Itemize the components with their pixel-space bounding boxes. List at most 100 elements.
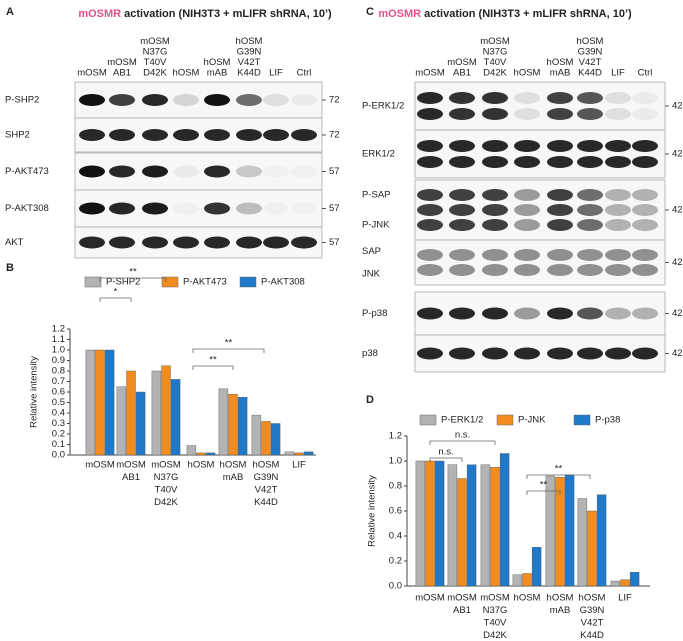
x-tick-label: D42K bbox=[154, 497, 178, 508]
row-label: JNK bbox=[362, 268, 381, 279]
panel-label: D bbox=[366, 394, 374, 406]
band bbox=[204, 165, 230, 178]
legend-swatch bbox=[161, 276, 179, 288]
band bbox=[605, 249, 631, 261]
x-tick-label: mOSM bbox=[116, 460, 146, 471]
lane-label: K44D bbox=[237, 68, 261, 79]
legend-swatch bbox=[419, 414, 437, 426]
bar bbox=[186, 445, 197, 456]
bar bbox=[261, 421, 271, 456]
significance-bracket bbox=[429, 457, 463, 462]
band bbox=[449, 92, 475, 104]
lane-label: mOSM bbox=[447, 57, 477, 68]
band bbox=[577, 140, 603, 152]
lane-label: hOSM bbox=[204, 57, 231, 68]
lane-label: T40V bbox=[144, 57, 167, 68]
band bbox=[547, 189, 573, 201]
lane-label: T40V bbox=[484, 57, 507, 68]
x-tick-label: mOSM bbox=[415, 593, 445, 604]
band bbox=[173, 165, 199, 178]
x-tick-label: hOSM bbox=[514, 593, 541, 604]
lane-label: Ctrl bbox=[297, 68, 312, 79]
legend-label: P-ERK1/2 bbox=[441, 415, 483, 426]
band bbox=[449, 307, 475, 320]
y-axis-label: Relative intensity bbox=[29, 356, 40, 428]
band bbox=[417, 156, 443, 168]
band bbox=[514, 347, 540, 360]
x-tick-label: mOSM bbox=[447, 593, 477, 604]
band bbox=[577, 189, 603, 201]
band bbox=[632, 108, 658, 120]
bar bbox=[596, 494, 607, 587]
x-tick-label: AB1 bbox=[122, 472, 140, 483]
x-tick-label: T40V bbox=[155, 485, 178, 496]
bar bbox=[284, 451, 295, 456]
band bbox=[547, 347, 573, 360]
x-tick-label: V42T bbox=[581, 618, 604, 629]
mw-label: 57 bbox=[329, 203, 340, 214]
lane-label: mAB bbox=[207, 68, 228, 79]
band bbox=[632, 204, 658, 216]
row-label: P-SAP bbox=[362, 190, 391, 201]
band bbox=[236, 236, 262, 249]
mw-label: 42 bbox=[672, 149, 683, 160]
significance-bracket bbox=[429, 440, 496, 445]
blot-title: mOSMR activation (NIH3T3 + mLIFR shRNA, … bbox=[378, 8, 632, 20]
y-tick-label: 1.0 bbox=[389, 456, 402, 467]
band bbox=[142, 129, 168, 141]
band bbox=[482, 140, 508, 152]
band bbox=[291, 94, 317, 106]
band bbox=[605, 307, 631, 320]
y-tick-label: 0.2 bbox=[389, 556, 402, 567]
band bbox=[417, 307, 443, 320]
significance-label: ** bbox=[225, 338, 233, 349]
lane-label: V42T bbox=[579, 57, 602, 68]
band bbox=[142, 236, 168, 249]
significance-label: n.s. bbox=[438, 447, 453, 458]
bar bbox=[564, 474, 575, 587]
blot-frame bbox=[414, 129, 666, 179]
x-tick-label: hOSM bbox=[188, 460, 215, 471]
bar bbox=[270, 423, 281, 456]
y-tick-label: 0.6 bbox=[52, 387, 65, 398]
title-part: mOSMR bbox=[378, 8, 421, 20]
bar bbox=[512, 574, 523, 587]
mw-label: 57 bbox=[329, 166, 340, 177]
legend-label: P-AKT473 bbox=[183, 277, 227, 288]
lane-label: hOSM bbox=[236, 36, 263, 47]
band bbox=[449, 108, 475, 120]
x-tick-label: mAB bbox=[550, 605, 571, 616]
x-tick-label: T40V bbox=[484, 618, 507, 629]
band bbox=[449, 219, 475, 231]
band bbox=[514, 249, 540, 261]
band bbox=[204, 236, 230, 249]
bar bbox=[205, 452, 216, 456]
mw-label: 42 bbox=[672, 348, 683, 359]
mw-label: 42 bbox=[672, 257, 683, 268]
band bbox=[79, 129, 105, 141]
lane-label: D42K bbox=[143, 68, 167, 79]
y-tick-label: 0.8 bbox=[52, 366, 65, 377]
bar bbox=[104, 349, 115, 456]
bar bbox=[457, 478, 467, 587]
lane-label: AB1 bbox=[113, 68, 131, 79]
band bbox=[236, 94, 262, 106]
band bbox=[632, 307, 658, 320]
blot-title: mOSMR activation (NIH3T3 + mLIFR shRNA, … bbox=[78, 8, 332, 20]
band bbox=[482, 156, 508, 168]
band bbox=[417, 108, 443, 120]
significance-label: n.s. bbox=[455, 430, 470, 441]
y-tick-label: 0.5 bbox=[52, 397, 65, 408]
mw-label: 72 bbox=[329, 95, 340, 106]
blot-frame bbox=[414, 81, 666, 131]
band bbox=[291, 236, 317, 249]
bar bbox=[251, 414, 262, 456]
bar bbox=[126, 370, 136, 456]
lane-label: Ctrl bbox=[638, 68, 653, 79]
band bbox=[547, 92, 573, 104]
y-tick-label: 0.4 bbox=[52, 408, 65, 419]
band bbox=[632, 264, 658, 276]
lane-label: G39N bbox=[237, 47, 262, 58]
bar bbox=[161, 365, 171, 456]
y-tick-label: 0.9 bbox=[52, 355, 65, 366]
